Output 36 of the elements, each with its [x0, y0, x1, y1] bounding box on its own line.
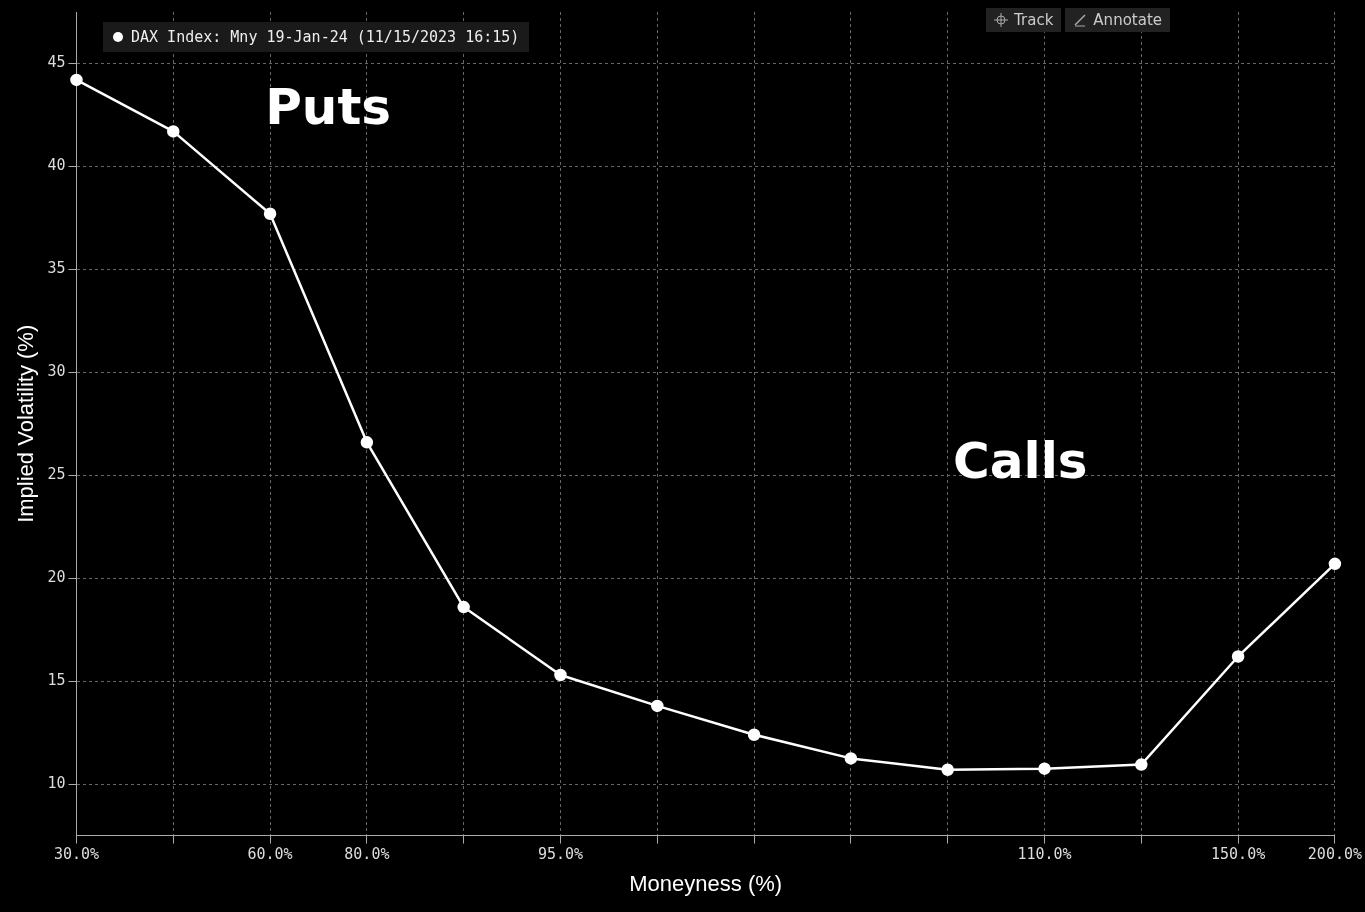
point: [844, 752, 858, 765]
point: [1328, 557, 1342, 571]
point: [1135, 758, 1148, 771]
point: [651, 699, 664, 713]
y-axis-title: Implied Volatility (%): [13, 324, 39, 523]
x-tick-label: 30.0%: [53, 845, 100, 864]
y-tick-label: 20: [47, 568, 66, 587]
y-tick-label: 10: [47, 774, 66, 793]
point: [360, 436, 374, 449]
annotation: Calls: [953, 431, 1088, 490]
y-tick-label: 35: [47, 259, 66, 278]
point: [554, 668, 567, 682]
legend-label: DAX Index: Mny 19-Jan-24 (11/15/2023 16:15): [131, 28, 520, 46]
point: [1038, 762, 1051, 775]
x-axis-title: Moneyness (%): [629, 870, 783, 896]
y-tick-label: 15: [47, 671, 66, 690]
point: [167, 125, 180, 138]
annotation: Annotate: [1093, 11, 1162, 29]
point: [457, 600, 470, 614]
y-tick-label: 45: [47, 53, 66, 72]
point: [1231, 650, 1245, 663]
x-tick-label: 95.0%: [537, 845, 584, 864]
point: [941, 763, 954, 776]
point: [747, 728, 761, 741]
x-tick-label: 150.0%: [1211, 845, 1266, 864]
y-tick-label: 25: [47, 465, 66, 484]
point: [70, 73, 83, 87]
annotation: Puts: [265, 77, 392, 136]
x-tick-label: 80.0%: [344, 845, 390, 864]
x-tick-label: 60.0%: [247, 845, 293, 864]
annotation: Track: [1014, 11, 1054, 29]
x-tick-label: 110.0%: [1017, 845, 1072, 864]
point: [263, 207, 277, 221]
y-tick-label: 40: [47, 156, 66, 175]
y-tick-label: 30: [47, 362, 66, 381]
x-tick-label: 200.0%: [1307, 845, 1362, 864]
